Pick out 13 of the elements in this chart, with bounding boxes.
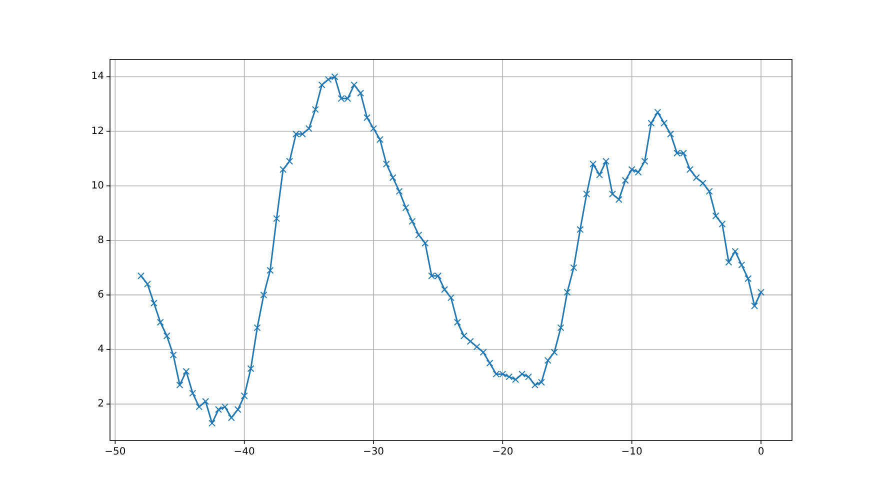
y-tick-label: 8 xyxy=(98,234,104,246)
x-tick-label: −10 xyxy=(621,446,642,458)
y-tick-label: 6 xyxy=(98,289,104,300)
y-tick-label: 10 xyxy=(91,180,104,192)
y-tick-label: 4 xyxy=(98,344,104,356)
y-tick-label: 14 xyxy=(91,71,104,82)
x-tick-label: −50 xyxy=(104,446,126,458)
x-tick-label: −20 xyxy=(492,446,514,458)
y-tick-label: 2 xyxy=(98,398,104,410)
x-tick-label: 0 xyxy=(758,446,764,458)
x-tick-label: −30 xyxy=(362,446,384,458)
x-tick-label: −40 xyxy=(234,446,255,458)
y-tick-label: 12 xyxy=(91,126,104,137)
